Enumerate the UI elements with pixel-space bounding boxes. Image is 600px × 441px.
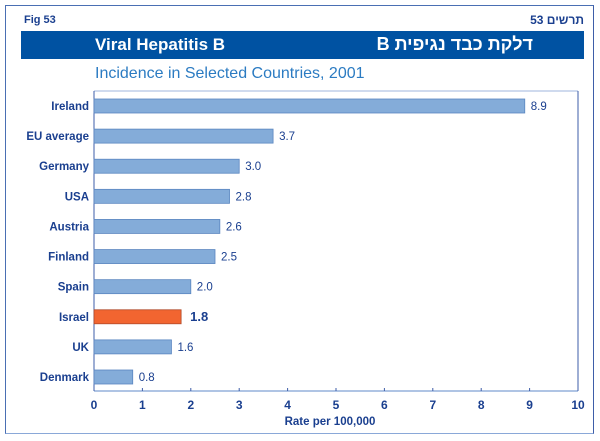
x-tick-label: 8 <box>478 398 485 412</box>
bar <box>93 279 192 295</box>
x-tick-label: 2 <box>187 398 194 412</box>
figure-frame <box>5 5 594 434</box>
x-tick-label: 0 <box>91 398 98 412</box>
value-label: 1.6 <box>177 342 193 354</box>
bar <box>93 188 230 204</box>
category-label: Ireland <box>51 101 89 113</box>
category-label: Spain <box>58 282 89 294</box>
category-label: Denmark <box>40 372 90 384</box>
value-label: 2.6 <box>226 221 242 233</box>
x-tick-label: 1 <box>139 398 146 412</box>
category-label: Finland <box>48 252 89 264</box>
x-tick-label: 7 <box>429 398 436 412</box>
bar <box>93 249 216 264</box>
value-label: 0.8 <box>139 372 155 384</box>
x-axis-title: Rate per 100,000 <box>285 416 376 428</box>
x-tick-label: 9 <box>526 398 533 412</box>
bar <box>93 98 526 114</box>
value-label: 2.8 <box>236 191 252 203</box>
category-label: Israel <box>59 312 89 324</box>
bar <box>93 339 172 355</box>
bar <box>93 158 240 174</box>
chart-subtitle: Incidence in Selected Countries, 2001 <box>95 65 365 82</box>
category-label: Austria <box>49 221 89 233</box>
value-label: 2.5 <box>221 252 237 264</box>
figure-number-hebrew: תרשים 53 <box>530 13 584 27</box>
x-tick-label: 10 <box>571 398 585 412</box>
x-tick-label: 5 <box>333 398 340 412</box>
title-banner <box>21 31 584 59</box>
bar <box>93 128 274 144</box>
value-label: 8.9 <box>531 101 547 113</box>
value-label: 2.0 <box>197 282 213 294</box>
x-tick-label: 4 <box>284 398 291 412</box>
bar <box>93 369 134 385</box>
category-label: USA <box>65 191 89 203</box>
category-label: Germany <box>39 161 89 173</box>
category-label: UK <box>72 342 89 354</box>
value-label: 1.8 <box>190 309 208 324</box>
chart-title-hebrew: דלקת כבד נגיפית B <box>376 34 533 54</box>
x-tick-label: 6 <box>381 398 388 412</box>
value-label: 3.7 <box>279 131 295 143</box>
chart-title-english: Viral Hepatitis B <box>95 35 226 54</box>
bar-highlight <box>93 309 182 325</box>
category-label: EU average <box>26 131 89 143</box>
bar <box>93 219 221 234</box>
x-tick-label: 3 <box>236 398 243 412</box>
figure-number: Fig 53 <box>24 14 56 26</box>
value-label: 3.0 <box>245 161 261 173</box>
